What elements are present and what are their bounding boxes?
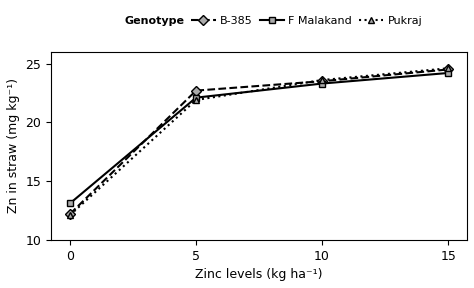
Y-axis label: Zn in straw (mg kg⁻¹): Zn in straw (mg kg⁻¹) — [7, 78, 20, 213]
X-axis label: Zinc levels (kg ha⁻¹): Zinc levels (kg ha⁻¹) — [195, 268, 323, 281]
Legend: Genotype, B-385, F Malakand, Pukraj: Genotype, B-385, F Malakand, Pukraj — [96, 16, 422, 26]
